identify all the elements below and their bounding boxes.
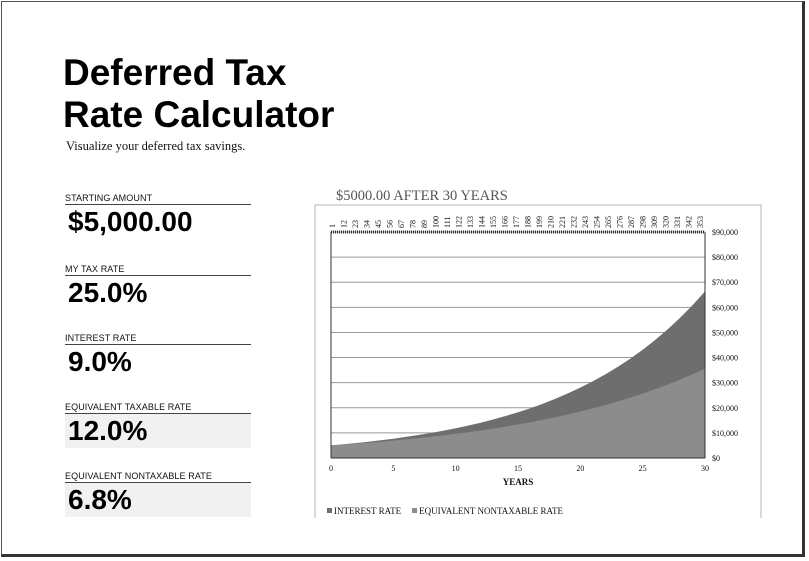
y-tick-label: $10,000 [712, 429, 738, 438]
top-axis-label: 1 [328, 224, 337, 228]
starting-amount-label: STARTING AMOUNT [65, 193, 251, 205]
y-tick-label: $80,000 [712, 253, 738, 262]
top-axis-label: 166 [501, 216, 510, 228]
my-tax-rate-field: MY TAX RATE 25.0% [65, 264, 251, 310]
top-axis-label: 155 [489, 216, 498, 228]
top-axis-label: 188 [524, 216, 533, 228]
x-tick-label: 5 [391, 464, 395, 473]
top-axis-label: 243 [581, 216, 590, 228]
top-axis-label: 276 [616, 216, 625, 228]
x-tick-label: 30 [701, 464, 709, 473]
chart-frame [314, 204, 762, 518]
y-tick-label: $40,000 [712, 354, 738, 363]
top-axis-label: 89 [420, 220, 429, 228]
interest-rate-input[interactable]: 9.0% [68, 346, 132, 377]
interest-rate-label: INTEREST RATE [65, 333, 251, 345]
interest-rate-field: INTEREST RATE 9.0% [65, 333, 251, 379]
y-tick-label: $50,000 [712, 328, 738, 337]
x-tick-label: 10 [452, 464, 460, 473]
top-axis-label: 144 [478, 216, 487, 228]
y-tick-label: $20,000 [712, 404, 738, 413]
y-tick-label: $0 [712, 454, 720, 463]
top-axis-label: 23 [351, 220, 360, 228]
top-axis-label: 210 [547, 216, 556, 228]
top-axis-label: 177 [512, 216, 521, 228]
top-axis-label: 78 [409, 220, 418, 228]
top-axis-label: 12 [340, 220, 349, 228]
equivalent-nontaxable-rate-value: 6.8% [65, 483, 251, 517]
legend-label: INTEREST RATE [334, 506, 402, 516]
equivalent-taxable-rate-field: EQUIVALENT TAXABLE RATE 12.0% [65, 402, 251, 448]
top-axis-label: 309 [650, 216, 659, 228]
top-axis-label: 122 [455, 216, 464, 228]
top-axis-label: 45 [374, 220, 383, 228]
equivalent-nontaxable-rate-field: EQUIVALENT NONTAXABLE RATE 6.8% [65, 471, 251, 517]
legend-swatch [412, 508, 418, 513]
my-tax-rate-input[interactable]: 25.0% [68, 277, 148, 308]
x-tick-label: 0 [329, 464, 333, 473]
top-axis-label: 287 [627, 216, 636, 228]
y-tick-label: $70,000 [712, 278, 738, 287]
y-tick-label: $30,000 [712, 379, 738, 388]
my-tax-rate-label: MY TAX RATE [65, 264, 251, 276]
y-tick-label: $60,000 [712, 303, 738, 312]
top-axis-label: 133 [466, 216, 475, 228]
title-line-1: Deferred Tax [63, 52, 287, 93]
top-axis-label: 298 [639, 216, 648, 228]
top-axis-label: 111 [443, 217, 452, 228]
page-title: Deferred Tax Rate Calculator [63, 52, 334, 136]
top-axis-label: 232 [570, 216, 579, 228]
title-line-2: Rate Calculator [63, 94, 335, 135]
page-subtitle: Visualize your deferred tax savings. [66, 139, 246, 153]
top-axis-label: 34 [363, 220, 372, 228]
top-axis-label: 56 [386, 220, 395, 228]
starting-amount-field: STARTING AMOUNT $5,000.00 [65, 193, 251, 239]
series-area-equivalent-nontaxable-rate [331, 368, 705, 458]
top-axis-label: 221 [558, 216, 567, 228]
top-axis-label: 353 [696, 216, 705, 228]
top-axis-label: 265 [604, 216, 613, 228]
top-axis-label: 331 [673, 216, 682, 228]
top-axis-label: 342 [685, 216, 694, 228]
chart-title: $5000.00 AFTER 30 YEARS [336, 188, 508, 204]
legend-label: EQUIVALENT NONTAXABLE RATE [419, 506, 563, 516]
x-axis-title: YEARS [503, 477, 534, 487]
starting-amount-input[interactable]: $5,000.00 [68, 206, 193, 237]
equivalent-taxable-rate-label: EQUIVALENT TAXABLE RATE [65, 402, 251, 414]
top-axis-label: 67 [397, 220, 406, 228]
top-axis-label: 100 [432, 216, 441, 228]
equivalent-nontaxable-rate-label: EQUIVALENT NONTAXABLE RATE [65, 471, 251, 483]
equivalent-taxable-rate-value: 12.0% [65, 414, 251, 448]
top-axis-label: 320 [662, 216, 671, 228]
x-tick-label: 25 [639, 464, 647, 473]
y-tick-label: $90,000 [712, 228, 738, 237]
x-tick-label: 15 [514, 464, 522, 473]
top-axis-label: 254 [593, 216, 602, 228]
top-axis-label: 199 [535, 216, 544, 228]
legend-swatch [327, 508, 332, 513]
x-tick-label: 20 [576, 464, 584, 473]
